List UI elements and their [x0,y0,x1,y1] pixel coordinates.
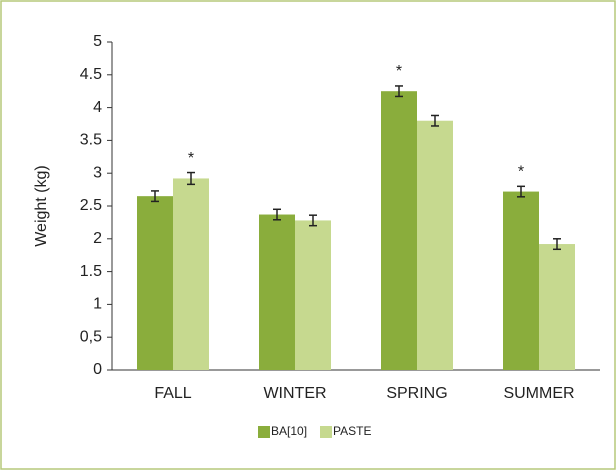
y-tick-label: 3 [93,164,102,181]
error-bar [517,185,525,198]
bar [173,178,209,370]
y-tick-label: 5 [93,33,102,50]
bar [137,196,173,370]
x-tick-label: SUMMER [503,385,574,402]
bar [539,244,575,370]
legend-swatch [258,426,270,438]
error-bar [431,114,439,127]
y-tick-label: 2 [93,230,102,247]
y-tick-label: 2.5 [80,197,102,214]
error-bar [309,214,317,227]
y-tick-label: 1.5 [80,263,102,280]
error-bar [553,238,561,251]
error-bar [187,171,195,186]
y-tick-label: 0 [93,361,102,378]
y-tick-label: 0,5 [80,328,102,345]
bar [295,220,331,370]
legend-swatch [320,426,332,438]
bar [417,120,453,370]
error-bar [273,208,281,221]
x-tick-label: FALL [154,385,191,402]
y-tick-label: 4.5 [80,66,102,83]
annotation: * [188,150,194,167]
bar [381,91,417,370]
bar [503,191,539,370]
error-bar [395,85,403,98]
x-tick-label: WINTER [263,385,326,402]
y-tick-label: 3.5 [80,132,102,149]
y-tick-label: 4 [93,99,102,116]
annotation: * [518,164,524,181]
y-tick-label: 1 [93,296,102,313]
y-axis-label: Weight (kg) [33,165,50,247]
annotation: * [396,63,402,80]
legend-label: PASTE [333,424,371,438]
error-bar [151,190,159,203]
bar [259,214,295,370]
x-tick-label: SPRING [386,385,447,402]
legend-label: BA[10] [271,424,307,438]
